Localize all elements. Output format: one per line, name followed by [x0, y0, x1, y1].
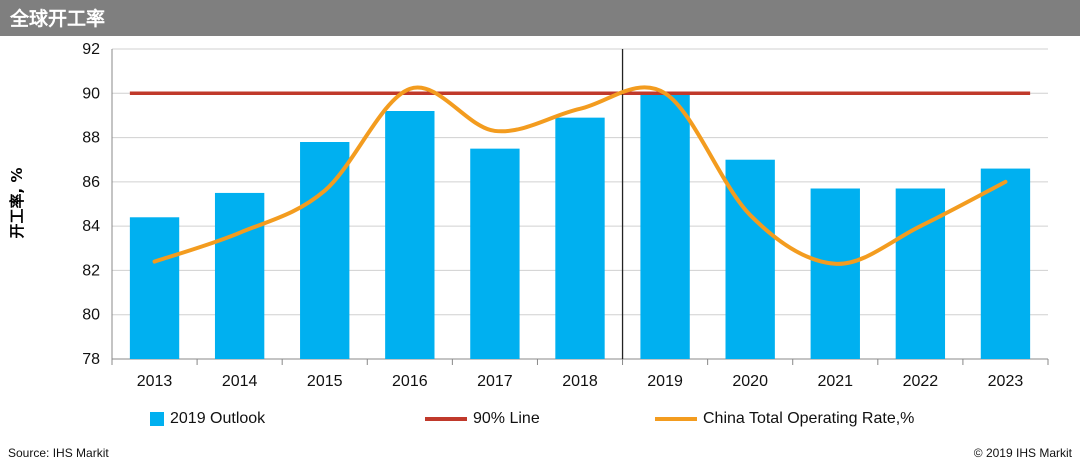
bar-2018 [555, 117, 605, 360]
legend-label-china: China Total Operating Rate,% [703, 410, 915, 427]
legend-label-outlook: 2019 Outlook [170, 410, 266, 427]
line-china-operating-rate [152, 85, 1008, 266]
legend-swatch-china [655, 417, 697, 421]
x-tick-2014: 2014 [222, 373, 258, 390]
y-tick-92: 92 [82, 41, 100, 58]
chart-title: 全球开工率 [10, 8, 106, 30]
x-tick-2018: 2018 [562, 373, 598, 390]
x-tick-2015: 2015 [307, 373, 343, 390]
y-tick-90: 90 [82, 85, 100, 102]
y-tick-86: 86 [82, 174, 100, 191]
legend: 2019 Outlook 90% Line China Total Operat… [0, 410, 1080, 434]
x-tick-2016: 2016 [392, 373, 428, 390]
y-tick-80: 80 [82, 307, 100, 324]
y-tick-88: 88 [82, 130, 100, 147]
x-tick-2021: 2021 [817, 373, 853, 390]
y-tick-78: 78 [82, 351, 100, 368]
bar-2015 [300, 142, 350, 359]
bar-series [129, 93, 1031, 360]
legend-swatch-outlook [150, 412, 164, 426]
bar-2022 [895, 188, 946, 359]
x-axis-ticks: 2013 2014 2015 2016 2017 2018 2019 2020 2021 2022… [111, 359, 1049, 390]
bar-2019 [640, 93, 690, 360]
bar-2014 [214, 192, 265, 359]
line-series [129, 49, 1031, 359]
x-tick-2017: 2017 [477, 373, 513, 390]
legend-item-outlook: 2019 Outlook [150, 410, 265, 428]
x-tick-2022: 2022 [903, 373, 939, 390]
y-tick-84: 84 [82, 218, 100, 235]
legend-item-90-line: 90% Line [425, 410, 540, 428]
y-axis-label: 开工率, % [8, 168, 26, 239]
x-tick-2013: 2013 [137, 373, 173, 390]
legend-item-china: China Total Operating Rate,% [655, 410, 914, 428]
source-note: Source: IHS Markit [8, 446, 109, 460]
bar-2013 [129, 217, 180, 359]
bar-2023 [980, 168, 1031, 359]
chart-header: 全球开工率 [0, 0, 1080, 36]
y-tick-82: 82 [82, 262, 100, 279]
y-axis-ticks: 78 80 82 84 86 88 90 92 [82, 41, 100, 368]
legend-label-90-line: 90% Line [473, 410, 540, 427]
bar-2021 [810, 188, 860, 359]
legend-swatch-90-line [425, 417, 467, 421]
x-tick-2023: 2023 [988, 373, 1024, 390]
x-tick-2020: 2020 [732, 373, 768, 390]
bar-2016 [385, 111, 435, 359]
copyright-note: © 2019 IHS Markit [973, 446, 1072, 460]
x-tick-2019: 2019 [647, 373, 683, 390]
bar-2017 [470, 148, 520, 359]
